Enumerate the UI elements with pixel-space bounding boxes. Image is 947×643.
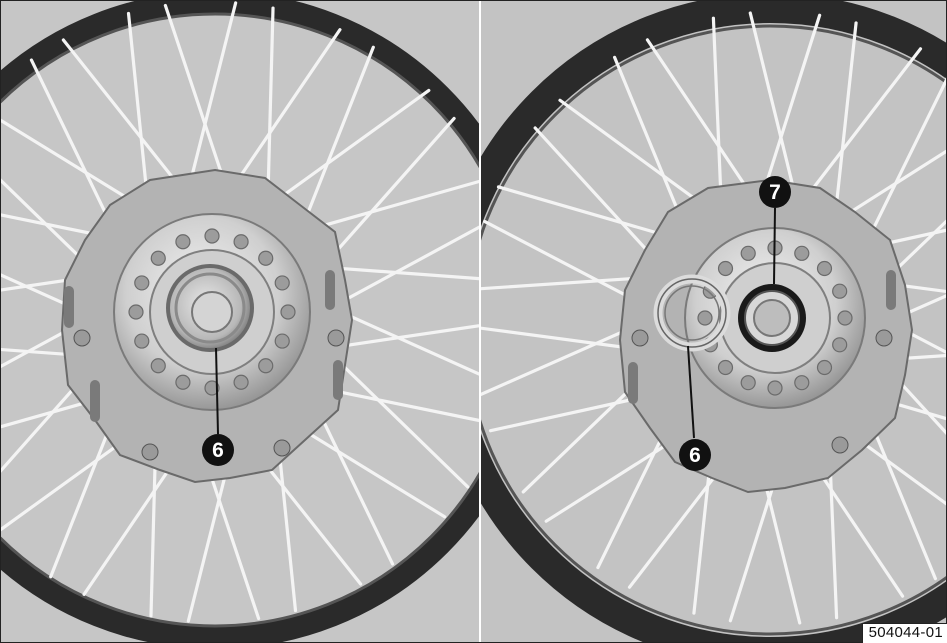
- callout-6-left-label: 6: [212, 439, 224, 462]
- flange-notch: [258, 358, 274, 374]
- left-panel: 6: [0, 0, 479, 643]
- flange-notch: [134, 275, 150, 291]
- flange-notch: [134, 333, 150, 349]
- figure-reference-code: 504044-01: [861, 623, 947, 643]
- flange-notch: [274, 275, 290, 291]
- flange-notch: [128, 304, 144, 320]
- flange-notch: [175, 234, 191, 250]
- flange-notch: [233, 234, 249, 250]
- flange-notch: [832, 283, 848, 299]
- callout-7: [759, 176, 791, 208]
- flange-notch: [717, 359, 734, 376]
- callout-6-right-label: 6: [689, 444, 701, 467]
- flange-notch: [204, 380, 220, 396]
- flange-notch: [717, 260, 734, 277]
- flange-notch: [837, 310, 853, 326]
- leader-7: [773, 207, 776, 285]
- flange-notch: [794, 245, 810, 261]
- flange-notch: [233, 374, 249, 390]
- right-panel: 7 6: [481, 0, 947, 643]
- flange-notch: [832, 337, 848, 353]
- flange-notch: [794, 375, 810, 391]
- right-rim: [481, 0, 947, 643]
- flange-notch: [150, 358, 166, 374]
- flange-notch: [274, 333, 290, 349]
- flange-notch: [816, 260, 833, 277]
- callout-7-label: 7: [769, 181, 781, 204]
- flange-notch: [740, 245, 756, 261]
- flange-notch: [175, 374, 191, 390]
- flange-notch: [204, 228, 220, 244]
- flange-notch: [740, 375, 756, 391]
- leader-6-right: [687, 345, 695, 439]
- panel-divider: [479, 0, 481, 643]
- left-rim: [0, 0, 479, 643]
- flange-notch: [280, 304, 296, 320]
- callout-6-left: [202, 434, 234, 466]
- flange-notch: [767, 380, 783, 396]
- left-leader-line: [215, 347, 219, 435]
- flange-notch: [150, 250, 166, 266]
- flange-notch: [258, 250, 274, 266]
- callout-6-right: [679, 439, 711, 471]
- flange-notch: [697, 310, 713, 326]
- flange-notch: [816, 359, 833, 376]
